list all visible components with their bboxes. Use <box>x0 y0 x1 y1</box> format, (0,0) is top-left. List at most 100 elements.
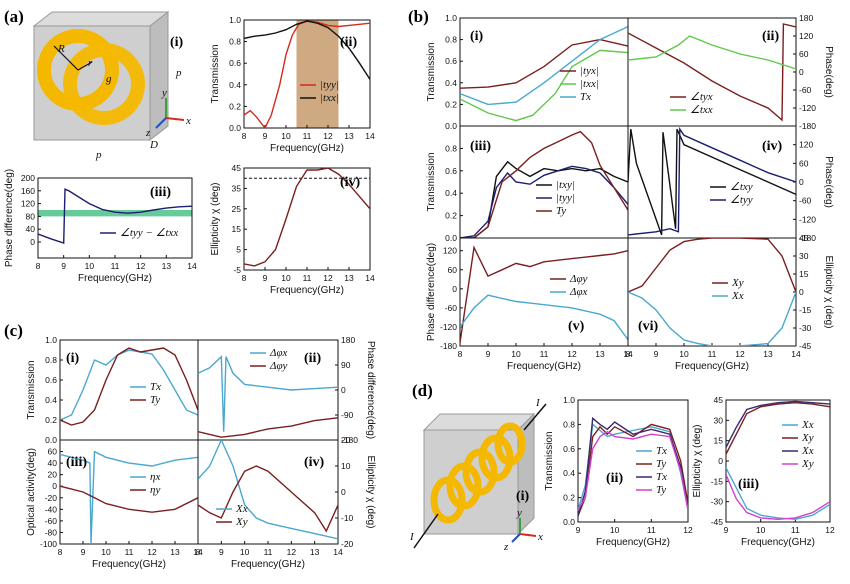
ytick-b-iv: -180 <box>799 233 816 243</box>
chart-c-ii: -180 -90 0 90 180 Phase difference(deg) ΔφxΔφy… <box>197 335 376 445</box>
legend-entry-c-i: Ty <box>150 394 160 406</box>
label-dx: x <box>537 531 543 543</box>
legend-entry-b-i: |txx| <box>580 78 599 90</box>
ytick-d-ii: 0.4 <box>563 468 575 478</box>
xtick-b-vi: 13 <box>763 349 773 359</box>
xtick-d-iii: 12 <box>825 525 835 535</box>
ytick-a-iv: 45 <box>232 163 242 173</box>
legend-entry-d-iii: Xx <box>801 445 814 457</box>
ytick-b-i: 0.0 <box>445 121 457 131</box>
ytick-b-iii: 0.6 <box>445 166 457 176</box>
sub-b-v: (v) <box>568 319 585 334</box>
schematic-d: I I x y z (i) <box>409 397 547 553</box>
ytick-c-i: 0.2 <box>45 415 57 425</box>
legend-entry-b-iv: ∠txy <box>730 181 753 193</box>
ytick-c-iii: 0 <box>52 481 57 491</box>
ytick-b-iii: 0.2 <box>445 211 457 221</box>
xlabel-d-iii: Frequency(GHz) <box>741 537 815 548</box>
series-d-ii-1 <box>578 423 688 517</box>
xtick-a-ii: 10 <box>281 131 291 141</box>
chart-d-ii: 0.0 0.2 0.4 0.6 0.8 1.0 9 10 11 12 Frequency(GHz) T… <box>544 395 693 548</box>
ytick-c-iv: 20 <box>341 435 351 445</box>
xtick-b-v: 14 <box>623 349 633 359</box>
ytick-c-ii: 180 <box>341 335 355 345</box>
ytick-b-ii: 60 <box>799 49 809 59</box>
legend-entry-a-ii: |txx| <box>320 92 339 104</box>
panel-label-c: (c) <box>4 321 23 340</box>
xtick-c-iii: 14 <box>193 547 203 557</box>
label-r: r <box>88 57 93 69</box>
ylabel-c-i: Transmission <box>26 360 37 419</box>
xlabel-c-iii: Frequency(GHz) <box>92 559 166 570</box>
chart-a-iii: 0 40 80 120 160 200 8 9 10 11 12 13 14 Frequency(GHz)… <box>4 169 197 284</box>
legend-entry-d-ii: Ty <box>656 484 666 496</box>
xtick-b-v: 10 <box>511 349 521 359</box>
ytick-c-iv: -20 <box>341 539 354 549</box>
ytick-c-iv: -10 <box>341 513 354 523</box>
ytick-b-ii: 180 <box>799 13 813 23</box>
ytick-b-v: 60 <box>448 265 458 275</box>
series-b-iv-1 <box>628 126 796 236</box>
series-c-ii-1 <box>198 417 338 438</box>
legend-entry-b-v: Δφy <box>569 273 588 285</box>
ytick-d-ii: 0.8 <box>563 419 575 429</box>
ytick-c-iii: -60 <box>45 516 58 526</box>
series-d-iii-1 <box>726 401 830 455</box>
ylabel-a-ii: Transmission <box>210 44 221 103</box>
ytick-d-iii: 0 <box>718 456 723 466</box>
xtick-a-iv: 9 <box>263 273 268 283</box>
ytick-c-iii: -100 <box>40 539 57 549</box>
ytick-b-i: 0.4 <box>445 78 457 88</box>
legend-entry-d-ii: Ty <box>656 458 666 470</box>
chart-b-iv: -180 -120 -60 0 60 120 Phase(deg) ∠txy∠tyy (iv) <box>627 125 834 243</box>
frame-d-ii <box>577 399 689 523</box>
legend-entry-d-ii: Tx <box>656 445 667 457</box>
sub-a-iv: (iv) <box>340 175 361 190</box>
legend-entry-c-iii: ηx <box>150 471 160 483</box>
xtick-b-vi: 14 <box>791 349 801 359</box>
ytick-c-i: 0.6 <box>45 375 57 385</box>
axis-x-arrow <box>165 117 185 121</box>
xtick-a-iii: 14 <box>187 261 197 271</box>
incident-arrow-b <box>523 403 547 431</box>
xtick-a-iii: 12 <box>136 261 146 271</box>
ytick-d-ii: 0.2 <box>563 493 575 503</box>
ytick-d-ii: 0.6 <box>563 444 575 454</box>
legend-entry-d-iii: Xx <box>801 419 814 431</box>
ytick-a-iii: 0 <box>30 237 35 247</box>
ytick-b-ii: -180 <box>799 121 816 131</box>
xtick-a-iv: 10 <box>281 273 291 283</box>
series-b-i-2 <box>460 25 628 106</box>
ytick-b-iii: 0.8 <box>445 143 457 153</box>
ylabel-b-vi: Ellipticity χ (deg) <box>823 255 834 328</box>
ytick-a-iv: 15 <box>232 224 242 234</box>
ytick-c-i: 0.4 <box>45 395 57 405</box>
xtick-c-iii: 8 <box>58 547 63 557</box>
ylabel-c-ii: Phase difference(deg) <box>365 341 376 439</box>
xtick-c-iii: 13 <box>170 547 180 557</box>
ytick-b-iv: -120 <box>799 214 816 224</box>
label-I-f: I <box>409 531 415 543</box>
xtick-c-iii: 11 <box>125 547 134 557</box>
schematic-a: R r g p p D x y z (i) <box>32 10 191 161</box>
xtick-a-iv: 11 <box>303 273 312 283</box>
ytick-b-iv: -60 <box>799 196 812 206</box>
legend-entry-b-iii: |tyy| <box>556 192 575 204</box>
series-b-i-1 <box>460 49 628 122</box>
xtick-a-ii: 14 <box>365 131 375 141</box>
xtick-b-vi: 10 <box>679 349 689 359</box>
label-D: D <box>149 139 158 151</box>
label-p-bottom: p <box>95 149 102 161</box>
radius-r <box>77 61 93 71</box>
sub-b-ii: (ii) <box>762 29 779 44</box>
ytick-c-iv: 0 <box>341 487 346 497</box>
ylabel-b-ii: Phase(deg) <box>823 46 834 98</box>
xtick-a-iii: 13 <box>162 261 172 271</box>
xtick-a-ii: 13 <box>344 131 354 141</box>
series-b-v-1 <box>460 294 628 341</box>
label-p-right: p <box>175 67 182 79</box>
xtick-b-v: 9 <box>486 349 491 359</box>
sub-c-iv: (iv) <box>304 455 325 470</box>
series-b-i-0 <box>460 38 628 89</box>
ytick-b-ii: -120 <box>799 103 816 113</box>
